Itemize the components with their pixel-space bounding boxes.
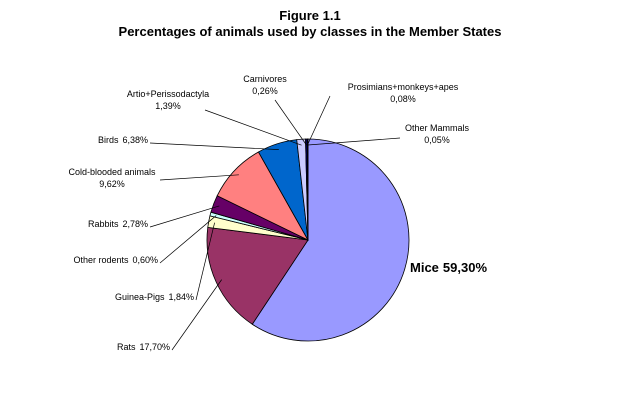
label-value: 0,60% (132, 255, 158, 265)
data-label: Artio+Perissodactyla 1,39% (127, 89, 209, 111)
label-category: Mice (410, 260, 439, 275)
data-label: Other rodents 0,60% (73, 255, 158, 265)
label-value: 6,38% (122, 135, 148, 145)
label-value: 2,78% (122, 219, 148, 229)
pie-slice (206, 226, 309, 325)
data-label: Mice 59,30% (410, 260, 487, 275)
label-category: Carnivores (243, 74, 287, 84)
data-label: Carnivores 0,26% (243, 74, 287, 96)
label-category: Cold-blooded animals (68, 167, 156, 177)
data-label: Guinea-Pigs 1,84% (115, 292, 194, 302)
label-value: 1,84% (168, 292, 194, 302)
data-label: Rabbits 2,78% (88, 219, 148, 229)
leader-line (159, 174, 239, 181)
leader-line (307, 95, 331, 146)
label-value: 0,26% (252, 86, 278, 96)
chart-subtitle: Percentages of animals used by classes i… (118, 24, 502, 39)
label-category: Rats (117, 342, 136, 352)
label-category: Rabbits (88, 219, 119, 229)
label-category: Prosimians+monkeys+apes (348, 82, 459, 92)
leader-line (171, 279, 222, 351)
label-category: Birds (98, 135, 119, 145)
chart-header: Figure 1.1 Percentages of animals used b… (110, 8, 510, 40)
label-value: 9,62% (99, 179, 125, 189)
pie-slice (251, 138, 410, 342)
leader-line (204, 109, 302, 146)
data-label: Prosimians+monkeys+apes 0,08% (348, 82, 459, 104)
label-value: 59,30% (443, 260, 488, 275)
leader-line (274, 99, 307, 146)
label-category: Other Mammals (405, 123, 470, 133)
label-category: Guinea-Pigs (115, 292, 165, 302)
data-label: Birds 6,38% (98, 135, 148, 145)
label-value: 0,05% (424, 135, 450, 145)
label-value: 0,08% (390, 94, 416, 104)
label-value: 1,39% (155, 101, 181, 111)
label-value: 17,70% (139, 342, 170, 352)
data-label: Cold-blooded animals 9,62% (68, 167, 156, 189)
leader-line (195, 222, 215, 301)
chart-title: Figure 1.1 (279, 8, 341, 23)
data-label: Rats 17,70% (117, 342, 170, 352)
leader-line (149, 205, 220, 228)
leader-line (159, 215, 217, 264)
label-category: Artio+Perissodactyla (127, 89, 209, 99)
data-label: Other Mammals 0,05% (405, 123, 470, 145)
leader-line (149, 142, 279, 150)
leader-line (307, 137, 401, 146)
label-category: Other rodents (73, 255, 129, 265)
